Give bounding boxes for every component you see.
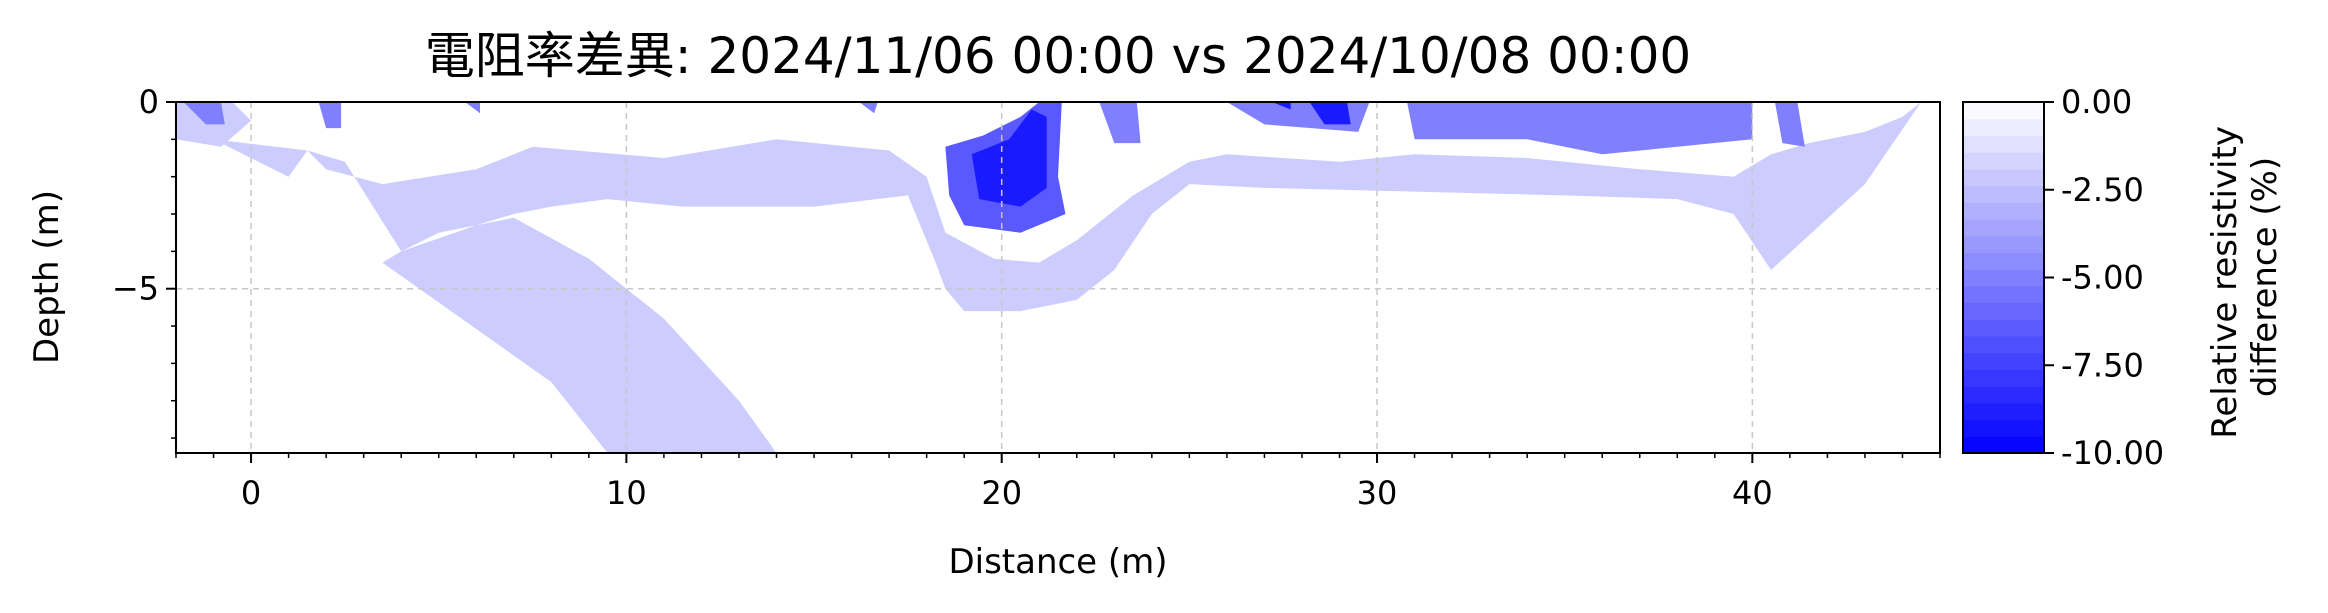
colorbar-label: Relative resistivity difference (%) [2205, 115, 2285, 439]
colorbar-band [1963, 319, 2044, 337]
region-mid-c [859, 102, 878, 114]
colorbar-tick-label: -5.00 [2061, 259, 2144, 297]
colorbar-tick-label: -7.50 [2061, 346, 2144, 384]
x-axis-ticks: 0 10 20 30 40 [175, 453, 1941, 512]
region-mid-left [183, 102, 225, 125]
colorbar-band [1963, 135, 2044, 153]
x-tick-label: 20 [981, 474, 1022, 512]
x-axis-label: Distance (m) [948, 542, 1167, 582]
colorbar-band [1963, 185, 2044, 203]
colorbar-bands [1963, 102, 2044, 454]
colorbar-band [1963, 219, 2044, 237]
region-mid-d [1099, 102, 1141, 144]
colorbar-tick-label: 0.00 [2061, 83, 2132, 121]
region-mid-a [318, 102, 342, 129]
colorbar-band [1963, 102, 2044, 120]
colorbar-band [1963, 369, 2044, 387]
y-tick-label: 0 [139, 83, 159, 121]
colorbar-tick-label: -2.50 [2061, 171, 2144, 209]
y-axis-label: Depth (m) [27, 190, 67, 364]
colorbar-label-line-1: Relative resistivity [2205, 126, 2245, 439]
colorbar-band [1963, 336, 2044, 354]
colorbar-band [1963, 402, 2044, 421]
region-mid-f [1774, 102, 1805, 147]
colorbar-band [1963, 252, 2044, 270]
colorbar-band [1963, 436, 2044, 454]
y-tick-label: −5 [112, 270, 159, 308]
region-mid-b [465, 102, 480, 114]
colorbar-band [1963, 235, 2044, 254]
chart-title: 電阻率差異: 2024/11/06 00:00 vs 2024/10/08 00… [425, 27, 1692, 85]
colorbar-band [1963, 269, 2044, 287]
colorbar-tick-label: -10.00 [2061, 434, 2164, 472]
contour-regions [176, 102, 1922, 453]
y-axis-ticks: 0 −5 [112, 83, 176, 439]
region-deep-a [1309, 102, 1351, 125]
colorbar-band [1963, 352, 2044, 371]
colorbar-band [1963, 152, 2044, 170]
plot-area: 0 10 20 30 40 0 −5 [112, 83, 1941, 512]
region-deep-b [1271, 102, 1291, 110]
colorbar: 0.00 -2.50 -5.00 -7.50 -10.00 Relative resis… [1962, 83, 2285, 472]
x-tick-label: 0 [241, 474, 261, 512]
plot-frame [175, 101, 1941, 454]
x-tick-label: 30 [1357, 474, 1398, 512]
colorbar-band [1963, 285, 2044, 304]
region-light-main [176, 102, 1922, 453]
x-tick-label: 40 [1732, 474, 1773, 512]
colorbar-band [1963, 386, 2044, 404]
x-tick-label: 10 [606, 474, 647, 512]
region-anomaly-inner [971, 109, 1047, 207]
colorbar-label-line-2: difference (%) [2245, 157, 2285, 397]
colorbar-ticks: 0.00 -2.50 -5.00 -7.50 -10.00 [2044, 83, 2164, 472]
colorbar-band [1963, 118, 2044, 137]
colorbar-band [1963, 302, 2044, 320]
colorbar-band [1963, 202, 2044, 220]
colorbar-band [1963, 419, 2044, 437]
colorbar-band [1963, 168, 2044, 187]
region-mid-main [1407, 102, 1753, 155]
